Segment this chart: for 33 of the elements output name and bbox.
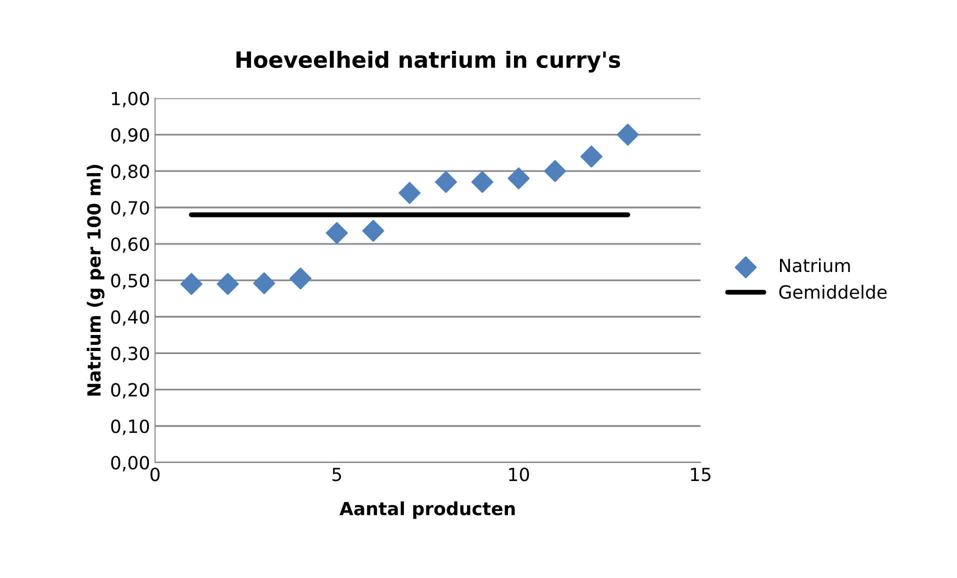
point: [508, 167, 530, 190]
y-tick-label: 0,00: [111, 456, 149, 472]
y-tick-label: 0,50: [111, 274, 149, 290]
y-tick-label: 1,00: [112, 92, 149, 108]
y-tick-label: 0,30: [111, 346, 149, 362]
point: [362, 220, 384, 242]
x-tick-label: 0: [150, 468, 160, 482]
point: [616, 124, 639, 146]
y-tick-label: 0,10: [111, 419, 149, 435]
x-tick-label: 10: [509, 468, 529, 482]
point: [434, 171, 457, 194]
y-tick-label: 0,70: [111, 200, 149, 216]
y-tick-label: 0,40: [111, 310, 149, 326]
point: [471, 171, 494, 194]
legend-label: Gemiddelde: [779, 284, 887, 299]
y-tick-label: 0,20: [111, 383, 149, 399]
legend-label: Natrium: [780, 258, 850, 272]
point: [326, 222, 348, 244]
chart-title: Hoeveelheid natrium in curry's: [236, 50, 620, 72]
point: [580, 146, 602, 168]
point: [216, 272, 239, 295]
point: [180, 272, 202, 295]
x-tick-label: 5: [332, 468, 342, 482]
point: [398, 182, 421, 204]
y-tick-label: 0,90: [111, 128, 149, 144]
point: [290, 268, 312, 290]
point: [253, 272, 276, 294]
point: [544, 160, 566, 182]
y-tick-label: 0,80: [111, 164, 149, 180]
y-axis-title: Natrium (g per 100 ml): [86, 164, 104, 396]
x-axis-title: Aantal producten: [339, 501, 515, 519]
y-tick-label: 0,60: [111, 237, 149, 253]
x-tick-label: 15: [691, 468, 710, 482]
